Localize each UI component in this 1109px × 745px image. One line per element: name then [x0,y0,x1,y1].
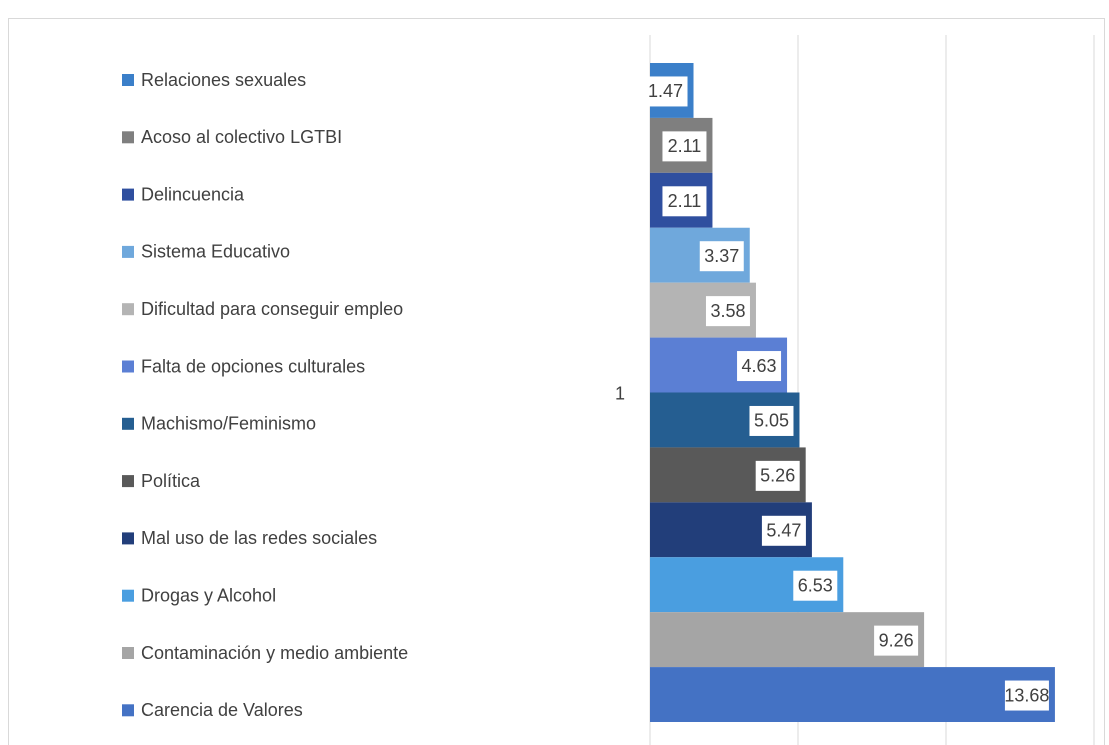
value-label-box [874,625,919,656]
value-label-box [761,515,806,546]
value-label: 5.47 [766,521,801,541]
legend-label: Dificultad para conseguir empleo [141,299,403,319]
value-label-box [705,296,750,327]
value-label-box [755,460,800,491]
value-label-box [643,76,688,107]
legend-swatch [122,188,134,201]
value-label: 13.68 [1004,685,1049,705]
legend-label: Falta de opciones culturales [141,356,365,376]
legend-label: Carencia de Valores [141,700,303,720]
legend-label: Mal uso de las redes sociales [141,528,377,548]
value-label-box [1004,680,1049,711]
value-label-box [737,351,782,382]
chart-frame [8,18,1105,745]
legend-swatch [122,417,134,430]
legend-swatch [122,245,134,258]
legend-label: Sistema Educativo [141,242,290,262]
legend-label: Acoso al colectivo LGTBI [141,127,342,147]
value-label-box [662,186,707,217]
legend-swatch [122,704,134,717]
legend-label: Drogas y Alcohol [141,585,276,605]
legend-swatch [122,74,134,86]
value-label: 2.11 [668,136,702,156]
legend-label: Contaminación y medio ambiente [141,643,408,663]
legend-swatch [122,360,134,373]
legend-swatch [122,131,134,144]
category-label: 1 [615,383,625,403]
legend-swatch [122,647,134,659]
value-label: 2.11 [668,191,702,211]
value-label: 6.53 [798,575,833,595]
legend-label: Relaciones sexuales [141,70,306,90]
value-label-box [699,241,744,272]
value-label-box [662,131,707,162]
value-label-box [749,405,794,436]
legend-swatch [122,303,134,316]
value-label: 9.26 [879,630,914,650]
legend-label: Machismo/Feminismo [141,414,316,434]
legend-swatch [122,589,134,602]
value-label: 5.26 [760,466,795,486]
legend-label: Política [141,471,201,491]
legend-swatch [122,532,134,545]
value-label: 3.37 [704,246,739,266]
value-label: 1.47 [648,81,683,101]
value-label: 4.63 [742,356,777,376]
value-label: 5.05 [754,411,789,431]
legend-swatch [122,475,134,488]
bar [650,667,1055,722]
value-label-box [793,570,838,601]
legend-label: Delincuencia [141,184,245,204]
value-label: 3.58 [710,301,745,321]
